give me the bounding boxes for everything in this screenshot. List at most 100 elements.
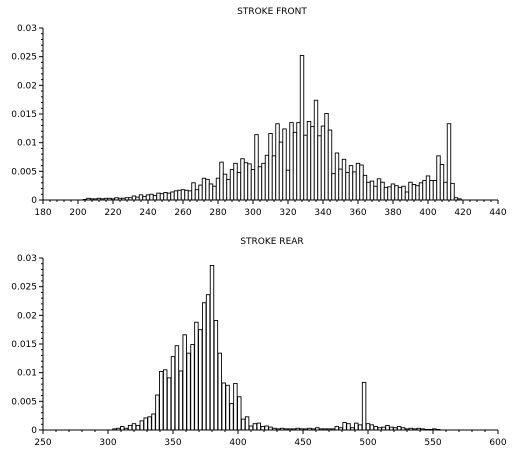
bar	[135, 424, 141, 431]
y-tick-label: 0.015	[11, 340, 37, 350]
bar	[418, 182, 424, 201]
bar	[373, 426, 379, 431]
bar	[369, 424, 375, 431]
x-tick-label: 180	[34, 208, 51, 218]
bar	[268, 133, 273, 201]
bar	[299, 55, 305, 201]
bar	[352, 171, 357, 201]
bar	[345, 172, 350, 201]
x-tick-label: 600	[489, 438, 506, 448]
bar	[422, 180, 427, 201]
bar	[131, 195, 137, 201]
axes: 180 200 220 240 260 280 300 320 340 360 380 400 420 4…	[11, 24, 507, 218]
bar	[174, 345, 180, 431]
x-tick-label: 420	[454, 208, 471, 218]
bar	[383, 186, 389, 201]
bar	[264, 154, 270, 201]
bar	[401, 185, 406, 201]
bar	[264, 425, 269, 431]
bar	[303, 134, 308, 201]
bar	[191, 182, 196, 201]
bar	[166, 192, 172, 201]
bar	[254, 134, 259, 201]
bar	[147, 416, 152, 431]
bar	[385, 424, 390, 431]
bar	[139, 420, 144, 431]
bar	[394, 185, 399, 201]
stroke-front-chart: STROKE FRONT 180 200 220 240 260 280 300 320 340…	[11, 7, 507, 218]
x-tick-label: 300	[99, 438, 116, 448]
bar	[320, 125, 326, 201]
y-tick-label: 0.01	[17, 139, 37, 149]
bar	[327, 129, 333, 201]
x-tick-label: 500	[359, 438, 376, 448]
x-tick-label: 400	[419, 208, 436, 218]
bar	[166, 377, 172, 431]
bar	[359, 164, 364, 201]
bar	[236, 172, 242, 201]
bar	[240, 158, 245, 201]
x-tick-label: 360	[349, 208, 366, 218]
bar	[221, 382, 226, 431]
bar	[296, 122, 301, 201]
y-tick-label: 0.02	[17, 81, 37, 91]
bar	[324, 112, 329, 201]
x-tick-label: 380	[384, 208, 401, 218]
bar	[170, 191, 175, 201]
y-tick-label: 0.03	[17, 254, 37, 264]
x-tick-label: 350	[164, 438, 181, 448]
bar	[357, 424, 363, 431]
bar	[376, 178, 382, 201]
bar	[366, 181, 371, 201]
bar	[145, 194, 151, 201]
x-tick-label: 240	[139, 208, 156, 218]
bar	[182, 334, 187, 431]
y-tick-label: 0	[31, 426, 37, 436]
stroke-rear-chart: STROKE REAR 250 300 350 400 450 500 550 600 0 0.0…	[11, 237, 507, 448]
bar	[450, 182, 455, 201]
bar	[396, 426, 402, 431]
bar	[217, 352, 222, 431]
bar	[131, 423, 137, 431]
y-tick-label: 0.01	[17, 369, 37, 379]
y-tick-label: 0.005	[11, 167, 37, 177]
bar	[229, 403, 234, 431]
bar	[443, 181, 448, 201]
bar	[190, 344, 195, 431]
bar	[257, 166, 263, 201]
bar	[149, 193, 154, 201]
bar	[142, 196, 147, 201]
bar	[194, 321, 199, 431]
x-tick-label: 260	[174, 208, 191, 218]
bar	[240, 418, 246, 431]
bar	[306, 120, 312, 201]
bar	[244, 416, 250, 431]
bar	[209, 265, 215, 431]
x-tick-label: 340	[314, 208, 331, 218]
chart-title: STROKE FRONT	[237, 7, 307, 17]
bar	[243, 162, 249, 201]
bar	[439, 163, 445, 201]
bar	[380, 181, 385, 201]
x-tick-label: 280	[209, 208, 226, 218]
bar	[338, 168, 343, 201]
bar	[219, 161, 224, 201]
bar	[143, 417, 148, 431]
bar	[271, 155, 277, 201]
bar	[247, 163, 252, 201]
bar	[252, 423, 258, 431]
bar	[233, 162, 238, 201]
bar	[365, 423, 371, 431]
bar	[261, 162, 266, 201]
bar	[436, 155, 441, 201]
bar	[187, 190, 193, 201]
bar	[278, 141, 284, 201]
y-tick-label: 0.015	[11, 110, 37, 120]
bar	[120, 426, 125, 431]
bar	[348, 165, 354, 201]
bar	[237, 396, 242, 431]
bar	[159, 371, 164, 431]
bar	[178, 370, 183, 431]
